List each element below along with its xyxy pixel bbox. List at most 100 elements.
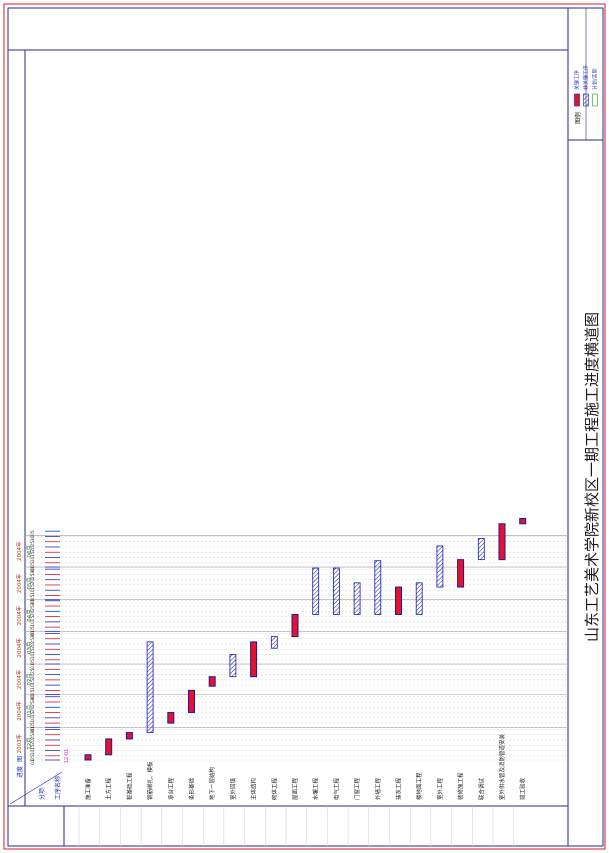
legend-label: 非关键工序 <box>583 65 590 90</box>
day-tick-label: 05 <box>30 722 36 728</box>
day-tick-label: 15 <box>30 616 36 622</box>
noncritical-task-bar <box>353 582 361 615</box>
day-tick-label: 20 <box>30 579 36 585</box>
task-label: 联合调试 <box>477 777 485 800</box>
day-tick-label: 20 <box>30 643 36 649</box>
day-tick-label: 05 <box>30 530 36 536</box>
month-label: 12月 <box>26 737 33 750</box>
day-tick-label: 25 <box>30 734 36 740</box>
noncritical-task-bar <box>146 641 154 733</box>
task-label: 砌体工程 <box>270 777 278 800</box>
day-tick-label: 01 <box>30 630 36 636</box>
task-label: 钢筋绑扎、模板 <box>146 761 154 800</box>
task-label: 屋面工程 <box>291 777 299 800</box>
day-tick-label: 10 <box>30 750 36 756</box>
noncritical-task-bar <box>374 560 382 615</box>
legend-title: 图例 <box>574 112 582 124</box>
day-tick-label: 30 <box>30 600 36 606</box>
task-label: 室外回填 <box>229 777 237 800</box>
task-label: 电气工程 <box>332 777 340 800</box>
title-strip: 山东工艺美术学院新校区一期工程施工进度横道图 <box>583 312 601 642</box>
frame <box>3 3 606 850</box>
day-tick-label: 30 <box>30 728 36 734</box>
month-label: 04月 <box>26 609 33 622</box>
task-rows: 施工准备 土方工程 桩基础工程 钢筋绑扎、模板 承台工程 条形基础 地下一层结构 室外回填 主体… <box>78 733 527 846</box>
noncritical-task-bar <box>436 545 444 588</box>
task-label: 抹灰工程 <box>395 777 403 800</box>
inner-border <box>7 7 604 847</box>
month-year-label: 2004年 <box>15 701 23 721</box>
day-tick-label: 25 <box>30 668 36 674</box>
day-tick-label: 25 <box>30 541 36 547</box>
critical-task-bar <box>84 754 92 761</box>
day-tick-label: 01 <box>30 663 36 669</box>
day-tick-label: 15 <box>30 679 36 685</box>
day-tick-label: 01 <box>30 726 36 732</box>
day-tick-label: 01 <box>30 759 36 765</box>
day-tick-label: 20 <box>30 546 36 552</box>
month-year-label: 2004年 <box>15 541 23 561</box>
month-label: 05月 <box>26 577 33 590</box>
day-tick-label: 10 <box>30 717 36 723</box>
item-column-header: 工序名称 <box>54 776 62 800</box>
task-label: 条形基础 <box>188 777 196 800</box>
task-label: 施工准备 <box>84 777 92 800</box>
task-label: 装修施工程 <box>457 772 465 800</box>
task-label: 土方工程 <box>105 777 113 800</box>
task-label: 主体结构 <box>250 777 258 800</box>
critical-task-bar <box>519 518 527 525</box>
month-label: 02月 <box>26 673 33 686</box>
noncritical-task-bar <box>477 538 485 561</box>
critical-task-bar <box>457 559 465 588</box>
legend-swatch-noncritical <box>583 93 589 107</box>
day-tick-label: 10 <box>30 684 36 690</box>
corner-progress: 进度 <box>16 766 24 778</box>
legend-swatch-critical <box>574 93 580 107</box>
noncritical-task-bar <box>229 654 237 678</box>
day-tick-label: 20 <box>30 706 36 712</box>
legend: 图例 关键工序 非关键工序 计划/实际 <box>568 8 603 141</box>
day-tick-label: 05 <box>30 562 36 568</box>
day-tick-label: 20 <box>30 739 36 745</box>
task-bars <box>84 518 527 761</box>
day-tick-label: 20 <box>30 610 36 616</box>
day-tick-label: 10 <box>30 654 36 660</box>
critical-task-bar <box>250 641 258 678</box>
task-label: 水暖工程 <box>312 777 320 800</box>
month-label: 01月 <box>26 705 33 718</box>
legend-label: 计划/实际 <box>592 68 599 90</box>
day-tick-label: 01 <box>30 599 36 605</box>
legend-label: 关键工序 <box>574 70 581 90</box>
corner-diagonal <box>9 771 63 805</box>
outer-border <box>3 3 606 850</box>
day-tick-label: 05 <box>30 626 36 632</box>
critical-task-bar <box>498 523 506 561</box>
day-tick-label: 10 <box>30 621 36 627</box>
time-grid <box>25 535 568 761</box>
day-tick-label: 30 <box>30 535 36 541</box>
task-label: 竣工验收 <box>519 777 527 800</box>
task-label: 室外工程 <box>436 777 444 800</box>
critical-task-bar <box>395 586 402 615</box>
noncritical-task-bar <box>332 567 340 615</box>
day-tick-label: 01 <box>30 694 36 700</box>
day-tick-label: 05 <box>30 595 36 601</box>
critical-task-bar <box>105 738 113 756</box>
day-tick-label: 15 <box>30 744 36 750</box>
day-tick-label: 25 <box>30 638 36 644</box>
task-label: 承台工程 <box>167 777 175 800</box>
month-label: 06月 <box>26 545 33 558</box>
day-tick-label: 15 <box>30 551 36 557</box>
task-label: 门窗工程 <box>353 777 361 800</box>
day-tick-label: 10 <box>30 589 36 595</box>
day-tick-label: 05 <box>30 689 36 695</box>
corner-chart: 图 <box>17 756 24 762</box>
day-tick-label: 05 <box>30 755 36 761</box>
day-tick-label: 25 <box>30 573 36 579</box>
task-label: 室外供水管及消防管道安装 <box>498 733 506 800</box>
day-tick-label: 30 <box>30 568 36 574</box>
month-year-label: 2004年 <box>15 605 23 625</box>
day-tick-label: 01 <box>30 566 36 572</box>
